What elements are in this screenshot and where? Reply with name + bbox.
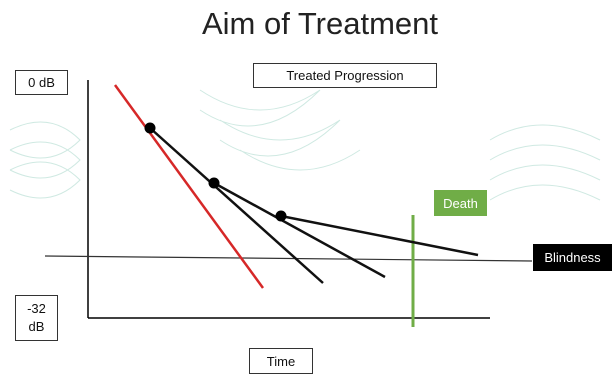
x-axis-label: Time [249, 348, 313, 374]
treatment-point [145, 123, 156, 134]
treatment-point [209, 178, 220, 189]
blindness-line [45, 256, 532, 261]
y-bottom-label: -32 dB [15, 295, 58, 341]
y-top-label: 0 dB [15, 70, 68, 95]
slide: Aim of Treatment Treated Progression 0 d… [0, 0, 615, 373]
progression-line [150, 128, 323, 283]
death-label: Death [434, 190, 487, 216]
treatment-point [276, 211, 287, 222]
diagram [0, 0, 615, 373]
background-pattern [10, 90, 600, 200]
blindness-label: Blindness [533, 244, 612, 271]
legend-label: Treated Progression [253, 63, 437, 88]
title: Aim of Treatment [0, 6, 615, 42]
